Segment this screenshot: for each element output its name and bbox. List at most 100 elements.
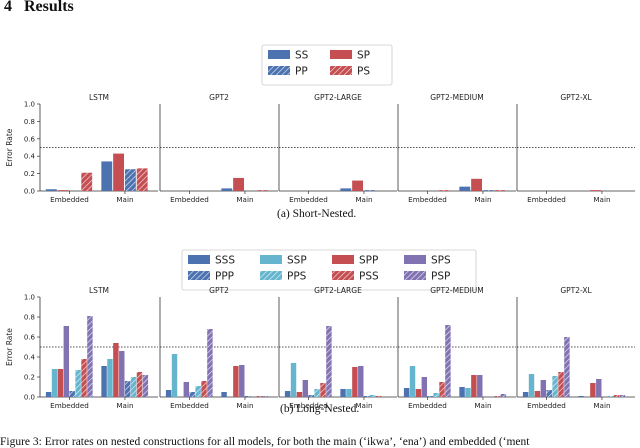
x-tick-label: Embedded <box>50 195 89 204</box>
bar-sps <box>63 326 70 397</box>
section-heading: 4 Results <box>4 0 74 16</box>
legend-swatch-hatch <box>332 271 354 280</box>
bar-hatch <box>69 391 75 397</box>
bar-hatch <box>375 396 382 397</box>
bar-spp <box>57 369 64 397</box>
bar-sss <box>459 387 465 397</box>
x-tick-label: Main <box>116 195 133 204</box>
bar-hatch <box>314 389 320 397</box>
x-tick-label: Embedded <box>170 195 209 204</box>
legend-label-pp: PP <box>295 66 308 78</box>
bar-hatch <box>619 395 626 397</box>
legend-swatch-hatch <box>330 66 352 75</box>
bar-sp <box>57 190 69 191</box>
panel-title: GPT2 <box>209 286 229 295</box>
bar-ssp <box>107 359 113 397</box>
legend-label-sps: SPS <box>431 255 451 267</box>
x-tick-label: Main <box>355 195 372 204</box>
bar-hatch <box>320 383 326 397</box>
bar-ssp <box>528 374 535 397</box>
bar-hatch <box>136 372 143 397</box>
y-tick-label: 0.2 <box>24 170 35 178</box>
y-tick-label: 0.2 <box>24 374 35 382</box>
panel-title: GPT2-MEDIUM <box>430 286 484 295</box>
legend-short-nested: SS SP PP PS <box>261 44 393 86</box>
bar-ss <box>221 188 233 191</box>
section-title-text: Results <box>24 0 74 15</box>
bar-hatch <box>445 325 451 397</box>
legend-swatch-ss <box>268 50 290 59</box>
legend-label-sss: SSS <box>215 255 235 267</box>
legend-label-psp: PSP <box>431 271 450 283</box>
x-tick-label: Embedded <box>527 401 566 410</box>
bar-ssp <box>290 363 297 397</box>
bar-sss <box>284 391 291 397</box>
bar-hatch <box>613 395 620 397</box>
bar-hatch <box>207 329 213 397</box>
bar-hatch <box>564 337 570 397</box>
panel-title: GPT2-XL <box>560 93 592 102</box>
caption-long-nested: (b) Long-Nested. <box>280 403 360 415</box>
bar-hatch <box>262 396 269 397</box>
bar-spp <box>113 343 119 397</box>
x-tick-label: Main <box>236 401 253 410</box>
panel-gpt2: GPT2 Embedded Main <box>159 93 278 204</box>
bar-ss <box>45 189 57 191</box>
y-tick-label: 1.0 <box>24 294 35 302</box>
x-tick-label: Main <box>236 195 253 204</box>
bar-sss <box>522 392 529 397</box>
bar-hatch <box>607 396 614 397</box>
panel-title: GPT2-MEDIUM <box>430 93 484 102</box>
legend-swatch-sss <box>188 255 210 264</box>
bar-sps <box>477 375 483 397</box>
bar-spp <box>233 366 239 397</box>
bar-hatch <box>142 375 149 397</box>
bar-hatch <box>130 377 137 397</box>
bar-hatch <box>81 172 93 191</box>
bar-sps <box>540 380 547 397</box>
bar-sss <box>165 390 172 397</box>
y-tick-label: 0.8 <box>24 314 35 322</box>
legend-label-ssp: SSP <box>287 255 307 267</box>
legend-frame <box>181 249 477 291</box>
legend-label-ps: PS <box>357 66 370 78</box>
panel-title: LSTM <box>89 286 109 295</box>
legend-frame <box>261 44 393 86</box>
bar-hatch <box>308 395 314 397</box>
bar-spp <box>590 383 596 397</box>
panel-title: GPT2-XL <box>560 286 592 295</box>
bar-sp <box>471 178 483 191</box>
chart-long-nested: LSTM 0.0 0.2 0.4 0.6 0.8 1.0 Error Rate Embedded… <box>5 286 635 410</box>
bar-hatch <box>494 190 506 191</box>
x-tick-label: Main <box>355 401 372 410</box>
bar-sps <box>596 379 602 397</box>
x-tick-label: Main <box>116 401 133 410</box>
legend-label-ss: SS <box>295 50 309 62</box>
x-tick-label: Main <box>593 195 610 204</box>
y-tick-label: 0.4 <box>24 354 36 362</box>
legend-label-spp: SPP <box>359 255 378 267</box>
bar-hatch <box>195 386 201 397</box>
bar-spp <box>415 389 422 397</box>
y-tick-label: 0.0 <box>24 394 35 402</box>
bar-spp <box>534 391 541 397</box>
x-tick-label: Embedded <box>289 401 328 410</box>
y-tick-label: 0.4 <box>24 153 36 161</box>
panel-lstm: LSTM 0.0 0.2 0.4 0.6 0.8 1.0 Error Rate Embedded… <box>5 93 158 204</box>
panel-gpt2-large: GPT2-LARGE Embedded Main <box>278 93 397 204</box>
legend-swatch-ssp <box>260 255 282 264</box>
bar-hatch <box>124 381 131 397</box>
bar-hatch <box>326 326 332 397</box>
legend-swatch-spp <box>332 255 354 264</box>
bar-hatch <box>558 372 564 397</box>
panel-gpt2-xl: GPT2-XL Embedded Main <box>516 286 635 410</box>
y-axis-label: Error Rate <box>5 128 14 166</box>
bar-hatch <box>256 190 268 191</box>
x-tick-label: Main <box>474 195 491 204</box>
y-tick-label: 0.6 <box>24 334 36 342</box>
x-tick-label: Embedded <box>170 401 209 410</box>
bar-ss <box>101 161 113 191</box>
panel-gpt2: GPT2 Embedded Main <box>159 286 278 410</box>
bar-sps <box>302 380 309 397</box>
bar-ssp <box>346 389 352 397</box>
